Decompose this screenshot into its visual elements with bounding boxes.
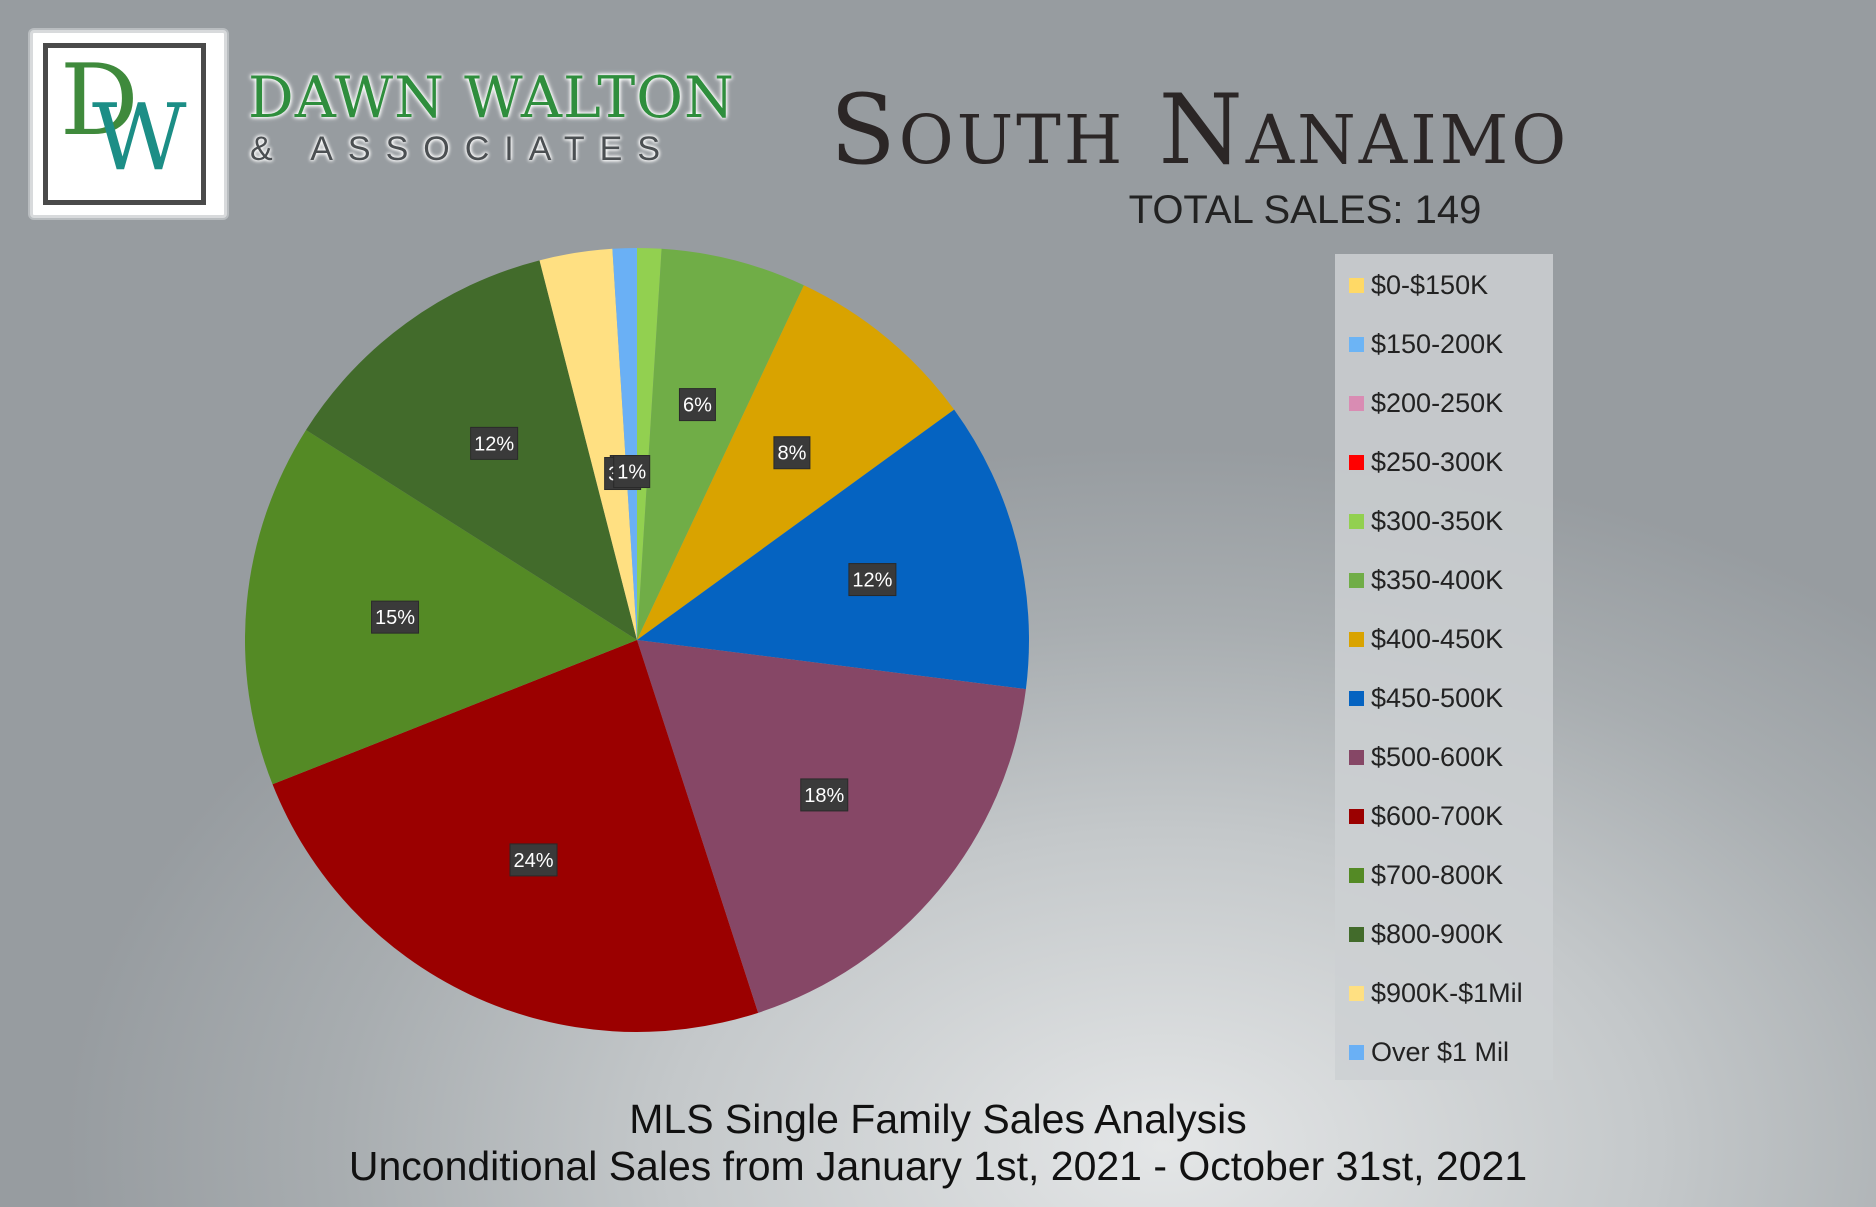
legend-label: $500-600K bbox=[1371, 741, 1504, 772]
total-sales: TOTAL SALES: 149 bbox=[1128, 188, 1482, 232]
brand-name: DAWN WALTON bbox=[248, 65, 735, 131]
svg-text:1%: 1% bbox=[617, 462, 646, 484]
legend-label: $400-450K bbox=[1371, 623, 1504, 654]
legend-swatch bbox=[1349, 454, 1364, 470]
legend-swatch bbox=[1349, 277, 1364, 293]
legend-swatch bbox=[1349, 513, 1364, 529]
svg-text:18%: 18% bbox=[804, 785, 844, 807]
legend-label: $250-300K bbox=[1371, 446, 1504, 477]
svg-text:12%: 12% bbox=[474, 433, 514, 455]
pie-slice-450-500k bbox=[637, 409, 1029, 690]
svg-text:12%: 12% bbox=[852, 570, 892, 592]
legend-item-300-350k: $300-350K bbox=[1349, 506, 1503, 536]
legend-swatch bbox=[1349, 867, 1364, 883]
legend-item-600-700k: $600-700K bbox=[1349, 801, 1503, 831]
legend-item-450-500k: $450-500K bbox=[1349, 683, 1503, 713]
legend-swatch bbox=[1349, 690, 1364, 706]
data-label-600-700k: 24% bbox=[509, 843, 558, 877]
legend-label: $0-$150K bbox=[1371, 269, 1489, 300]
pie-slice-900k-1mil bbox=[539, 248, 637, 640]
legend-item-900k-1mil: $900K-$1Mil bbox=[1349, 978, 1523, 1008]
data-label-450-500k: 12% bbox=[848, 563, 897, 597]
footer-title: MLS Single Family Sales Analysis bbox=[629, 1096, 1247, 1142]
legend-swatch bbox=[1349, 572, 1364, 588]
legend-label: $800-900K bbox=[1371, 918, 1504, 949]
legend-label: $700-800K bbox=[1371, 859, 1504, 890]
pie-slice-600-700k bbox=[272, 640, 759, 1032]
legend: $0-$150K $150-200K $200-250K $250-300K $300-… bbox=[1335, 254, 1553, 1080]
logo-box: D W bbox=[30, 30, 227, 218]
legend-swatch bbox=[1349, 631, 1364, 647]
pie-slice-300-350k bbox=[637, 248, 662, 640]
logo-mark: D W bbox=[43, 43, 206, 205]
svg-text:8%: 8% bbox=[777, 443, 806, 465]
legend-label: $150-200K bbox=[1371, 328, 1504, 359]
pie-labels: 1%6%8%12%18%24%15%12%3%1% bbox=[371, 388, 897, 877]
legend-swatch bbox=[1349, 985, 1364, 1001]
legend-item-0-150k: $0-$150K bbox=[1349, 270, 1488, 300]
pie-slice-over-1-mil bbox=[612, 248, 637, 640]
legend-swatch bbox=[1349, 395, 1364, 411]
legend-item-500-600k: $500-600K bbox=[1349, 742, 1503, 772]
legend-item-over-1-mil: Over $1 Mil bbox=[1349, 1037, 1509, 1067]
legend-item-700-800k: $700-800K bbox=[1349, 860, 1503, 890]
legend-swatch bbox=[1349, 926, 1364, 942]
pie-slice-500-600k bbox=[637, 640, 1026, 1013]
legend-item-200-250k: $200-250K bbox=[1349, 388, 1503, 418]
legend-item-800-900k: $800-900K bbox=[1349, 919, 1503, 949]
pie-slice-700-800k bbox=[245, 429, 637, 785]
legend-label: $350-400K bbox=[1371, 564, 1504, 595]
data-label-400-450k: 8% bbox=[773, 436, 811, 470]
legend-label: $200-250K bbox=[1371, 387, 1504, 418]
data-label-over-1-mil: 1% bbox=[613, 455, 651, 489]
data-label-800-900k: 12% bbox=[470, 426, 519, 460]
legend-label: Over $1 Mil bbox=[1371, 1036, 1510, 1067]
brand-subtitle: & ASSOCIATES bbox=[250, 130, 676, 168]
legend-item-250-300k: $250-300K bbox=[1349, 447, 1503, 477]
legend-item-350-400k: $350-400K bbox=[1349, 565, 1503, 595]
legend-swatch bbox=[1349, 1044, 1364, 1060]
legend-swatch bbox=[1349, 749, 1364, 765]
data-label-700-800k: 15% bbox=[371, 600, 420, 634]
svg-text:15%: 15% bbox=[375, 607, 415, 629]
logo-letter-w: W bbox=[92, 84, 187, 191]
legend-label: $900K-$1Mil bbox=[1371, 977, 1523, 1008]
logo-letter-d: D bbox=[60, 44, 139, 158]
legend-item-400-450k: $400-450K bbox=[1349, 624, 1503, 654]
data-label-500-600k: 18% bbox=[800, 778, 849, 812]
data-label-350-400k: 6% bbox=[678, 388, 716, 422]
footer-date-range: Unconditional Sales from January 1st, 20… bbox=[348, 1143, 1528, 1189]
pie-slice-350-400k bbox=[637, 248, 804, 640]
legend-label: $300-350K bbox=[1371, 505, 1504, 536]
legend-swatch bbox=[1349, 336, 1364, 352]
legend-swatch bbox=[1349, 808, 1364, 824]
legend-label: $600-700K bbox=[1371, 800, 1504, 831]
svg-text:24%: 24% bbox=[514, 850, 554, 872]
svg-text:6%: 6% bbox=[683, 395, 712, 417]
legend-item-150-200k: $150-200K bbox=[1349, 329, 1503, 359]
pie-slices bbox=[245, 248, 1029, 1032]
legend-label: $450-500K bbox=[1371, 682, 1504, 713]
page-title: South Nanaimo bbox=[830, 74, 1570, 186]
